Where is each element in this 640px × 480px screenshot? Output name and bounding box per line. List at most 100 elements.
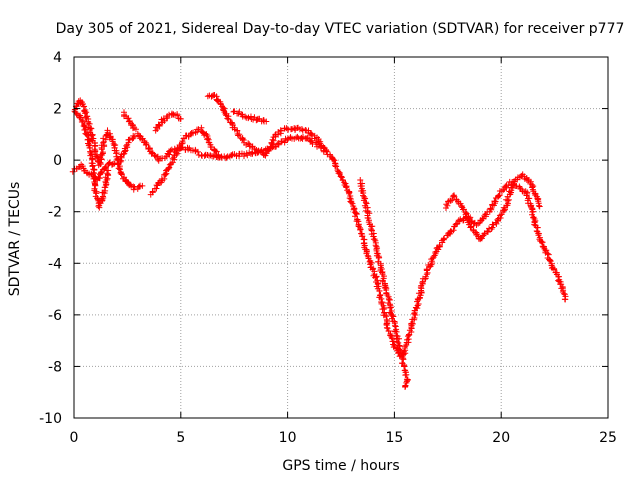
data-point bbox=[287, 134, 294, 141]
data-point bbox=[338, 174, 345, 181]
data-point bbox=[432, 249, 439, 256]
data-point bbox=[278, 138, 285, 145]
data-point bbox=[245, 140, 252, 147]
data-point bbox=[143, 141, 150, 148]
data-point bbox=[355, 222, 362, 229]
data-point bbox=[105, 167, 112, 174]
y-tick-label: -10 bbox=[39, 411, 62, 427]
data-point bbox=[402, 372, 409, 379]
data-point bbox=[224, 115, 231, 122]
chart-title: Day 305 of 2021, Sidereal Day-to-day VTE… bbox=[56, 21, 625, 37]
data-point bbox=[449, 193, 456, 200]
data-point bbox=[213, 148, 220, 155]
data-point bbox=[536, 203, 543, 210]
y-tick-label: -2 bbox=[48, 205, 62, 221]
data-point bbox=[546, 256, 553, 263]
y-tick-label: -6 bbox=[48, 308, 62, 324]
data-point bbox=[508, 181, 515, 188]
data-point bbox=[402, 343, 409, 350]
data-point bbox=[381, 312, 388, 319]
series-track-main bbox=[69, 130, 569, 360]
data-point bbox=[93, 190, 100, 197]
data-point bbox=[402, 384, 409, 391]
x-axis-label: GPS time / hours bbox=[282, 458, 399, 474]
series-track-arc-e bbox=[230, 108, 270, 125]
data-point bbox=[212, 147, 219, 154]
data-point bbox=[178, 140, 185, 147]
data-point bbox=[352, 213, 358, 220]
data-point bbox=[73, 110, 80, 117]
data-point bbox=[390, 338, 397, 345]
plot-frame bbox=[73, 56, 609, 419]
data-point bbox=[400, 356, 407, 363]
data-point bbox=[396, 346, 403, 353]
y-tick-label: 2 bbox=[53, 102, 62, 118]
data-point bbox=[346, 195, 353, 202]
data-point bbox=[320, 144, 327, 151]
series-track-upper-a bbox=[71, 97, 146, 193]
data-point bbox=[509, 184, 516, 191]
data-point bbox=[230, 108, 237, 115]
data-point bbox=[530, 214, 537, 221]
data-point bbox=[89, 162, 96, 169]
data-point bbox=[215, 152, 222, 159]
data-point bbox=[127, 181, 134, 188]
x-tick-label: 10 bbox=[279, 430, 297, 446]
data-point bbox=[372, 242, 379, 249]
data-point bbox=[194, 148, 201, 155]
data-point bbox=[139, 182, 146, 189]
data-point bbox=[388, 334, 395, 341]
data-point bbox=[498, 211, 505, 218]
data-point bbox=[177, 115, 184, 122]
x-tick-label: 20 bbox=[492, 430, 510, 446]
data-point bbox=[516, 184, 523, 191]
data-point bbox=[255, 147, 262, 154]
data-point bbox=[103, 179, 110, 186]
data-point bbox=[180, 135, 187, 142]
data-point bbox=[330, 156, 337, 163]
data-point bbox=[131, 133, 138, 140]
data-point bbox=[505, 196, 512, 203]
data-point bbox=[123, 142, 130, 149]
data-point bbox=[341, 179, 348, 186]
data-point bbox=[373, 273, 380, 280]
data-point bbox=[132, 126, 139, 133]
data-point bbox=[409, 320, 416, 327]
data-point bbox=[513, 183, 520, 190]
data-point bbox=[135, 183, 142, 190]
data-point bbox=[376, 287, 383, 294]
data-point bbox=[235, 110, 242, 117]
data-point bbox=[165, 165, 172, 172]
data-point bbox=[389, 312, 396, 319]
data-point bbox=[236, 131, 243, 138]
data-point bbox=[103, 176, 110, 183]
data-point bbox=[120, 151, 127, 158]
x-tick-label: 25 bbox=[599, 430, 617, 446]
series-track-peak-d bbox=[204, 92, 268, 158]
data-point bbox=[323, 146, 330, 153]
data-point bbox=[83, 109, 90, 116]
data-point bbox=[204, 135, 211, 142]
data-point bbox=[274, 140, 281, 147]
data-point bbox=[174, 112, 181, 119]
data-point bbox=[447, 197, 454, 204]
data-point bbox=[483, 211, 490, 218]
data-point bbox=[84, 113, 91, 120]
data-point bbox=[275, 141, 282, 148]
data-point bbox=[343, 184, 350, 191]
data-point bbox=[130, 186, 137, 193]
data-point bbox=[375, 280, 382, 287]
data-point bbox=[359, 233, 366, 240]
data-point bbox=[263, 118, 270, 125]
data-point bbox=[110, 140, 117, 147]
y-tick-label: -4 bbox=[48, 256, 62, 272]
data-point bbox=[547, 258, 554, 265]
data-point bbox=[484, 228, 491, 235]
data-point bbox=[450, 227, 457, 234]
series-track-outlier bbox=[357, 177, 411, 391]
data-point bbox=[185, 146, 192, 153]
data-point bbox=[463, 210, 470, 217]
data-point bbox=[92, 182, 99, 189]
data-point bbox=[130, 134, 137, 141]
